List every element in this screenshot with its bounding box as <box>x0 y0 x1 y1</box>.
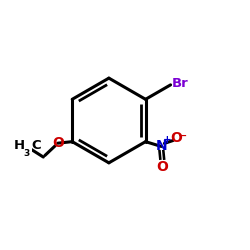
Text: O: O <box>52 136 64 150</box>
Text: 3: 3 <box>24 149 30 158</box>
Text: Br: Br <box>172 78 188 90</box>
Text: H: H <box>14 138 25 151</box>
Text: N: N <box>156 140 167 153</box>
Text: +: + <box>163 135 172 145</box>
Text: C: C <box>31 138 41 151</box>
Text: O: O <box>170 131 182 145</box>
Text: O: O <box>156 160 168 174</box>
Text: −: − <box>178 131 187 141</box>
